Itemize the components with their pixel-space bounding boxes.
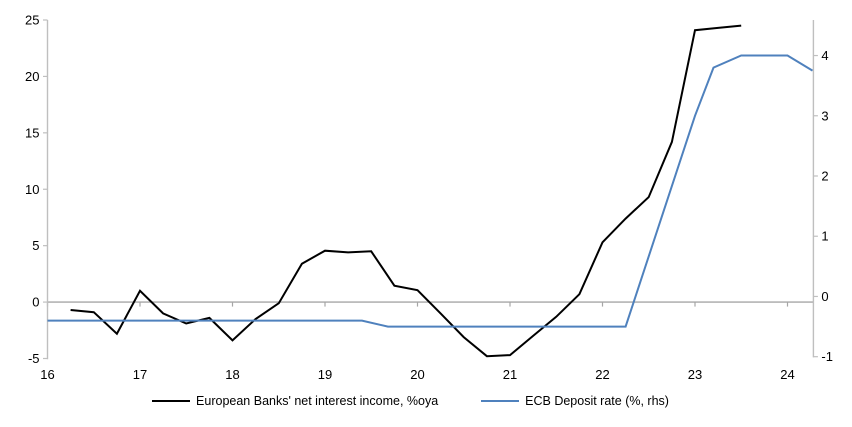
blue-line-swatch-icon: [481, 400, 520, 402]
x-axis-label: 17: [133, 367, 147, 382]
right-axis-label: 4: [821, 48, 828, 63]
right-axis-label: 2: [821, 168, 828, 183]
right-axis-label: -1: [821, 349, 833, 364]
x-axis-label: 24: [780, 367, 794, 382]
left-axis-label: -5: [28, 351, 40, 366]
x-axis-label: 22: [595, 367, 609, 382]
left-axis-label: 5: [32, 238, 39, 253]
legend-label-net-interest-income: European Banks' net interest income, %oy…: [196, 394, 439, 408]
left-axis-label: 0: [32, 295, 39, 310]
x-axis-label: 23: [688, 367, 702, 382]
x-axis-label: 18: [225, 367, 239, 382]
series-line-1: [47, 54, 814, 328]
x-axis-label: 19: [318, 367, 332, 382]
x-axis-label: 21: [503, 367, 517, 382]
chart-legend: European Banks' net interest income, %oy…: [0, 394, 820, 408]
series-line-0: [70, 24, 742, 358]
left-axis-label: 10: [25, 182, 39, 197]
left-axis-label: 15: [25, 125, 39, 140]
left-axis-label: 20: [25, 69, 39, 84]
x-axis-label: 20: [410, 367, 424, 382]
right-axis-label: 1: [821, 229, 828, 244]
black-line-swatch-icon: [152, 400, 191, 402]
legend-item-net-interest-income: European Banks' net interest income, %oy…: [151, 394, 438, 408]
legend-item-ecb-deposit-rate: ECB Deposit rate (%, rhs): [480, 394, 669, 408]
x-axis-label: 16: [40, 367, 54, 382]
legend-label-ecb-deposit-rate: ECB Deposit rate (%, rhs): [525, 394, 669, 408]
right-axis-label: 0: [821, 289, 828, 304]
left-axis-label: 25: [25, 13, 39, 28]
right-axis-label: 3: [821, 108, 828, 123]
